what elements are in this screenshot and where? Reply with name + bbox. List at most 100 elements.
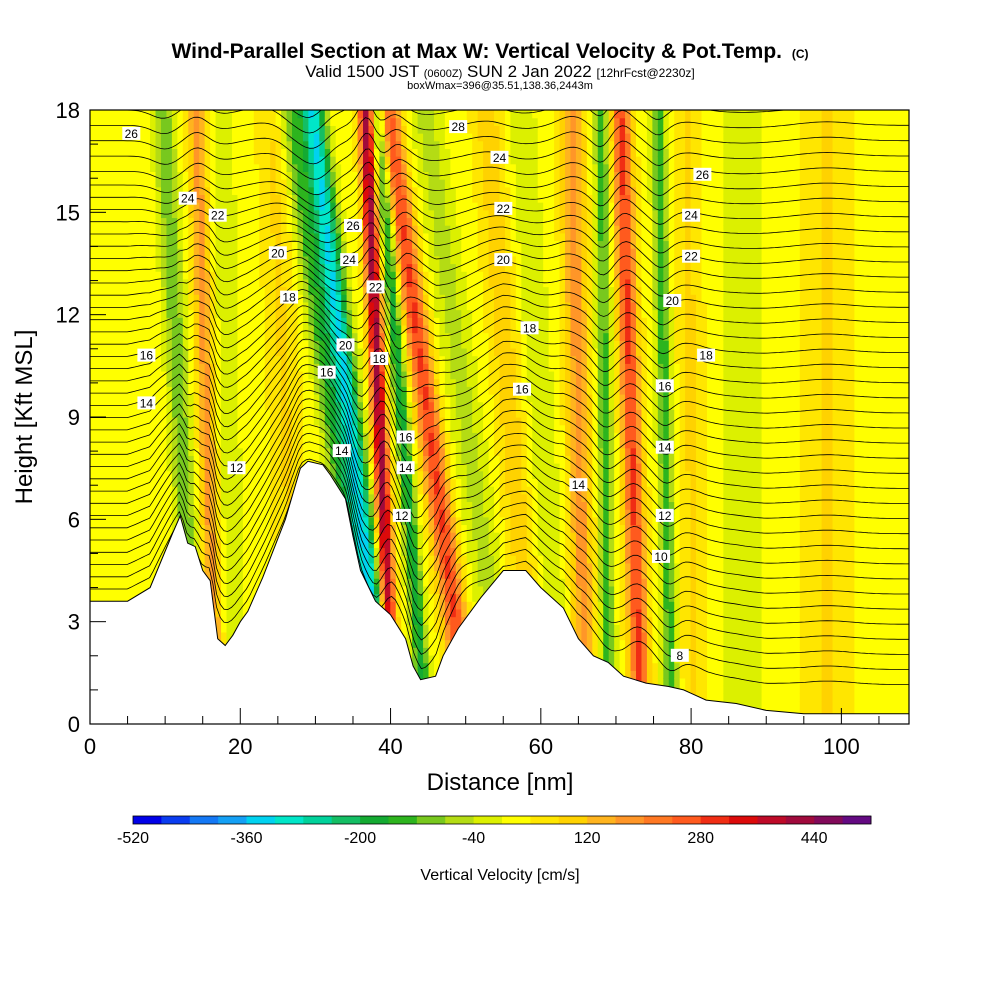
velocity-cell xyxy=(297,455,304,464)
velocity-cell xyxy=(90,593,97,602)
velocity-cell xyxy=(379,447,386,456)
velocity-cell xyxy=(237,417,244,426)
velocity-cell xyxy=(106,317,113,326)
velocity-cell xyxy=(188,317,195,326)
velocity-cell xyxy=(111,486,118,495)
velocity-cell xyxy=(90,478,97,487)
velocity-cell xyxy=(204,470,211,479)
velocity-cell xyxy=(373,486,380,495)
velocity-cell xyxy=(313,148,320,157)
velocity-cell xyxy=(166,255,173,265)
velocity-cell xyxy=(319,455,326,464)
velocity-cell xyxy=(160,516,168,526)
velocity-cell xyxy=(150,117,157,126)
velocity-cell xyxy=(231,286,239,295)
velocity-cell xyxy=(226,363,233,372)
velocity-cell xyxy=(341,455,348,464)
velocity-cell xyxy=(335,163,342,172)
velocity-cell xyxy=(395,578,402,587)
velocity-cell xyxy=(100,347,107,357)
velocity-cell xyxy=(335,133,342,142)
velocity-cell xyxy=(122,409,129,418)
velocity-cell xyxy=(215,624,222,633)
velocity-cell xyxy=(384,133,391,142)
velocity-cell xyxy=(177,232,184,242)
velocity-cell xyxy=(155,286,162,295)
velocity-cell xyxy=(210,524,217,533)
velocity-cell xyxy=(379,317,386,326)
velocity-cell xyxy=(144,209,151,219)
velocity-cell xyxy=(302,324,309,334)
velocity-cell xyxy=(106,286,113,295)
velocity-cell xyxy=(144,378,151,387)
velocity-cell xyxy=(330,133,337,142)
velocity-cell xyxy=(297,386,304,395)
velocity-cell xyxy=(401,179,408,188)
velocity-cell xyxy=(357,355,364,364)
velocity-cell xyxy=(144,133,151,142)
velocity-cell xyxy=(275,363,282,372)
velocity-cell xyxy=(221,578,228,587)
velocity-cell xyxy=(100,562,107,572)
velocity-cell xyxy=(423,470,430,479)
velocity-cell xyxy=(412,654,419,664)
velocity-cell xyxy=(412,317,419,326)
velocity-cell xyxy=(171,417,178,426)
velocity-cell xyxy=(221,501,228,510)
velocity-cell xyxy=(111,478,118,487)
velocity-cell xyxy=(264,286,271,295)
velocity-cell xyxy=(330,378,337,387)
velocity-cell xyxy=(406,179,413,188)
velocity-cell xyxy=(384,125,391,134)
velocity-cell xyxy=(308,332,315,341)
velocity-cell xyxy=(292,478,299,487)
velocity-cell xyxy=(406,271,413,280)
velocity-cell xyxy=(313,340,320,349)
velocity-cell xyxy=(204,202,211,211)
velocity-cell xyxy=(417,601,424,610)
velocity-cell xyxy=(100,532,107,541)
velocity-cell xyxy=(292,217,299,226)
velocity-cell xyxy=(335,424,342,433)
velocity-cell xyxy=(373,140,380,149)
velocity-cell xyxy=(417,486,424,495)
velocity-cell xyxy=(401,248,408,257)
velocity-cell xyxy=(281,171,288,180)
velocity-cell xyxy=(341,393,348,403)
velocity-cell xyxy=(117,593,124,602)
velocity-cell xyxy=(204,547,211,556)
velocity-cell xyxy=(352,516,359,526)
velocity-cell xyxy=(335,409,342,418)
velocity-cell xyxy=(313,370,320,380)
velocity-cell xyxy=(111,232,118,242)
velocity-cell xyxy=(297,186,304,196)
velocity-cell xyxy=(286,225,293,234)
velocity-cell xyxy=(215,186,222,196)
velocity-cell xyxy=(357,539,364,549)
velocity-cell xyxy=(324,163,331,172)
velocity-cell xyxy=(117,393,124,403)
velocity-cell xyxy=(417,294,424,303)
velocity-cell xyxy=(155,501,162,510)
velocity-cell xyxy=(193,186,200,196)
velocity-cell xyxy=(401,424,408,433)
velocity-cell xyxy=(144,171,151,180)
velocity-cell xyxy=(270,509,277,518)
velocity-cell xyxy=(231,271,239,280)
velocity-cell xyxy=(384,202,391,211)
velocity-cell xyxy=(139,509,146,518)
velocity-cell xyxy=(237,309,244,318)
velocity-cell xyxy=(106,271,113,280)
velocity-cell xyxy=(182,225,189,234)
velocity-cell xyxy=(139,493,146,503)
velocity-cell xyxy=(242,301,249,311)
velocity-cell xyxy=(177,133,184,142)
velocity-cell xyxy=(423,347,430,357)
velocity-cell xyxy=(373,186,380,196)
velocity-cell xyxy=(330,417,337,426)
velocity-cell xyxy=(171,140,178,149)
velocity-cell xyxy=(368,240,375,249)
velocity-cell xyxy=(412,532,419,541)
velocity-cell xyxy=(133,447,140,456)
velocity-cell xyxy=(308,217,315,226)
